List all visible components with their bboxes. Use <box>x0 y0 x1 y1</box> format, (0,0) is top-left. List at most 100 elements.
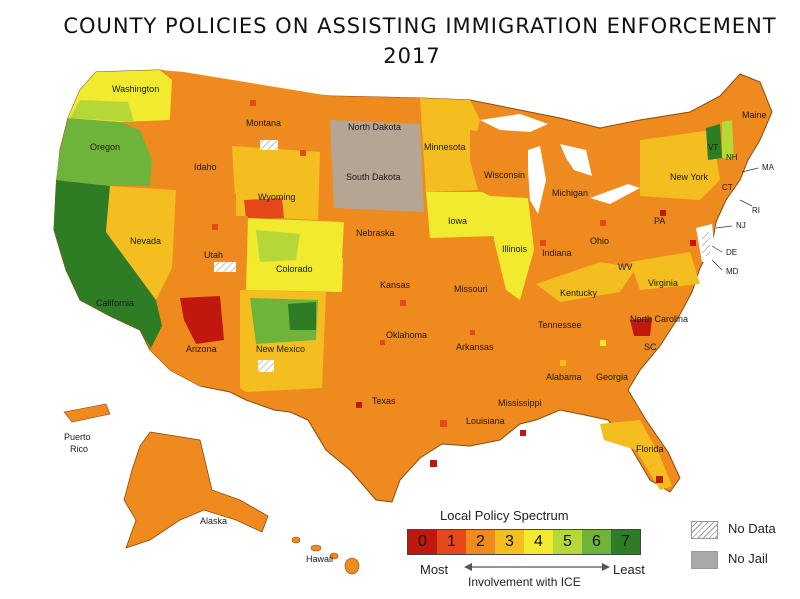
label-north-dakota: North Dakota <box>348 122 401 132</box>
nebraska-region <box>318 210 430 260</box>
label-colorado: Colorado <box>276 264 313 274</box>
alaska-shape <box>123 431 269 549</box>
label-new-mexico: New Mexico <box>256 344 305 354</box>
legend-level-1: 1 <box>437 530 466 554</box>
map-year: 2017 <box>383 44 441 68</box>
label-ohio: Ohio <box>590 236 609 246</box>
label-michigan: Michigan <box>552 188 588 198</box>
label-wyoming: Wyoming <box>258 192 295 202</box>
label-missouri: Missouri <box>454 284 488 294</box>
wyoming-red <box>244 198 284 220</box>
legend-title: Local Policy Spectrum <box>440 508 569 523</box>
no-data-swatch <box>691 521 718 539</box>
wisconsin-region <box>470 130 528 196</box>
label-rhode-island: RI <box>752 206 760 215</box>
label-illinois: Illinois <box>502 244 528 254</box>
label-pennsylvania: PA <box>654 216 665 226</box>
label-tennessee: Tennessee <box>538 320 582 330</box>
label-connecticut: CT <box>722 183 733 192</box>
legend-axis-label: Involvement with ICE <box>468 575 581 589</box>
label-west-virginia: WV <box>618 262 633 272</box>
iowa-region <box>426 192 496 238</box>
label-virginia: Virginia <box>648 278 678 288</box>
label-arizona: Arizona <box>186 344 217 354</box>
label-alaska: Alaska <box>200 516 227 526</box>
legend-scale: 0 1 2 3 4 5 6 7 <box>407 529 641 555</box>
label-south-carolina: SC <box>644 342 657 352</box>
arizona-red <box>180 296 224 344</box>
label-mississippi: Mississippi <box>498 398 542 408</box>
legend-level-2-label: 2 <box>476 533 485 550</box>
northeast-yellow <box>640 130 720 200</box>
label-texas: Texas <box>372 396 396 406</box>
legend-level-6-label: 6 <box>592 533 601 550</box>
state-labels: Washington Oregon California Nevada Idah… <box>64 84 775 564</box>
legend-level-0-label: 0 <box>418 533 427 550</box>
label-kentucky: Kentucky <box>560 288 598 298</box>
no-jail-swatch <box>691 551 718 569</box>
legend-level-7-label: 7 <box>621 533 630 550</box>
florida-yellow <box>600 420 672 490</box>
idaho-region <box>160 70 212 192</box>
nodata-patch-nm <box>258 360 274 372</box>
legend-most-label: Most <box>420 562 449 577</box>
no-data-label: No Data <box>728 521 776 536</box>
no-jail-label: No Jail <box>728 551 768 566</box>
label-louisiana: Louisiana <box>466 416 505 426</box>
nodata-patch-utah <box>214 262 236 272</box>
washington-south <box>70 100 134 122</box>
legend-level-4-label: 4 <box>534 533 543 550</box>
label-maryland: MD <box>726 267 739 276</box>
puerto-rico-shape <box>63 403 111 423</box>
lake-huron <box>560 144 592 176</box>
lake-superior <box>480 114 548 132</box>
legend-level-2: 2 <box>466 530 495 554</box>
new-mexico-lime <box>288 302 316 330</box>
label-nebraska: Nebraska <box>356 228 395 238</box>
label-maine: Maine <box>742 110 767 120</box>
label-montana: Montana <box>246 118 281 128</box>
label-puerto-rico-line2: Rico <box>70 444 88 454</box>
label-utah: Utah <box>204 250 223 260</box>
legend-level-4: 4 <box>524 530 553 554</box>
illinois-region <box>490 196 534 300</box>
label-north-carolina: North Carolina <box>630 314 688 324</box>
legend-level-3: 3 <box>495 530 524 554</box>
label-california: California <box>96 298 134 308</box>
virginia-yellow <box>630 252 700 290</box>
label-south-dakota: South Dakota <box>346 172 401 182</box>
minnesota-region <box>420 98 480 192</box>
new-hampshire-lime <box>722 120 734 160</box>
label-oklahoma: Oklahoma <box>386 330 427 340</box>
label-new-york: New York <box>670 172 709 182</box>
legend-level-6: 6 <box>582 530 611 554</box>
legend-level-7: 7 <box>611 530 640 554</box>
nodata-patch-ne <box>702 232 710 256</box>
leader-lines <box>711 167 759 271</box>
label-new-jersey: NJ <box>736 221 746 230</box>
nc-dark <box>630 318 652 336</box>
label-alabama: Alabama <box>546 372 582 382</box>
nodata-patch-montana <box>260 140 278 150</box>
county-speckles <box>212 100 696 483</box>
label-nevada: Nevada <box>130 236 161 246</box>
vermont-green <box>706 124 722 160</box>
hawaii-shape <box>291 536 360 575</box>
label-oregon: Oregon <box>90 142 120 152</box>
label-massachusetts: MA <box>762 163 775 172</box>
montana-region <box>184 72 330 150</box>
legend-double-arrow-icon <box>464 563 610 571</box>
label-vermont: VT <box>708 143 718 152</box>
label-arkansas: Arkansas <box>456 342 494 352</box>
label-indiana: Indiana <box>542 248 572 258</box>
label-kansas: Kansas <box>380 280 411 290</box>
kentucky-yellow <box>536 262 636 302</box>
oregon-region <box>56 118 152 186</box>
lake-michigan <box>528 146 546 214</box>
label-delaware: DE <box>726 248 737 257</box>
legend-level-1-label: 1 <box>447 533 456 550</box>
label-new-hampshire: NH <box>726 153 738 162</box>
label-georgia: Georgia <box>596 372 628 382</box>
label-hawaii: Hawaii <box>306 554 333 564</box>
